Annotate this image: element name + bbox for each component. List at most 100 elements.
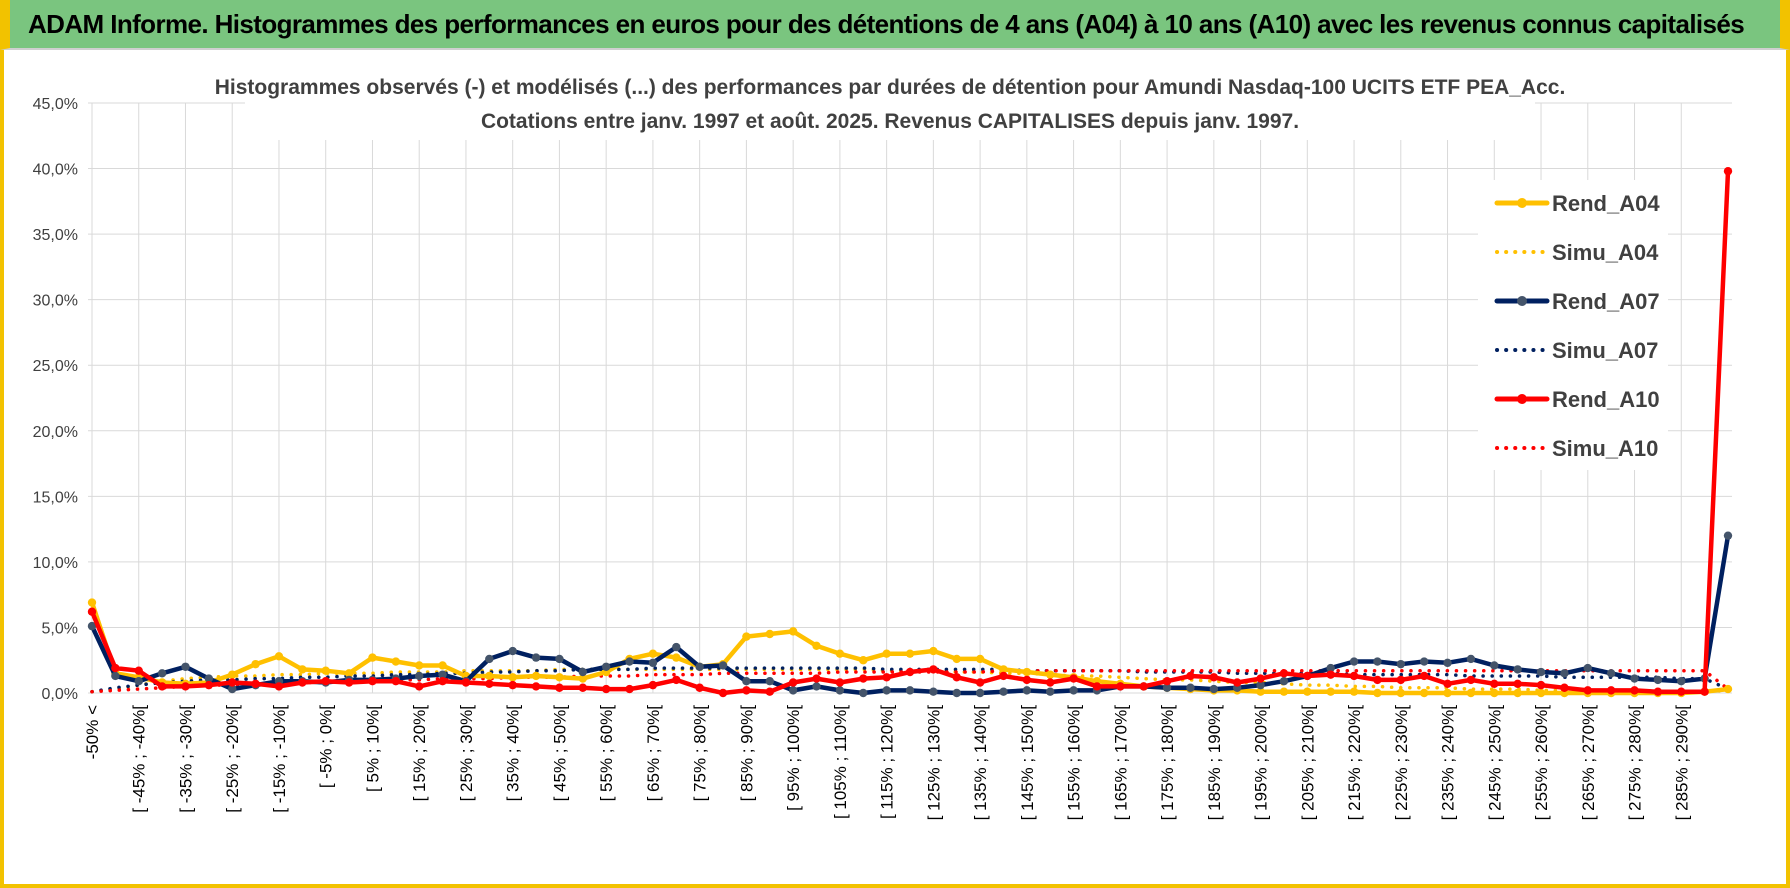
data-point [134, 666, 143, 675]
x-tick-label: [ 35% ; 40%[ [504, 705, 523, 802]
data-point [1209, 684, 1219, 694]
x-tick-label: [ -45% ; -40%[ [130, 705, 149, 813]
chart-title-block: Histogrammes observés (-) et modélisés (… [215, 68, 1565, 140]
x-tick-label: [ 125% ; 130%[ [924, 705, 943, 821]
data-point [1279, 669, 1289, 678]
data-point [672, 642, 681, 652]
y-tick-label: 0,0% [42, 686, 78, 703]
data-point [695, 683, 704, 692]
x-tick-label: [ -35% ; -30%[ [176, 705, 195, 813]
chart-series [87, 166, 1733, 698]
data-point [1279, 687, 1289, 696]
data-point [531, 653, 541, 662]
x-tick-label: [ 265% ; 270%[ [1579, 705, 1598, 821]
data-point [1606, 669, 1616, 678]
x-tick-label: [ 5% ; 10%[ [363, 705, 382, 792]
data-point [438, 670, 447, 679]
data-point [695, 662, 704, 671]
data-point [1349, 657, 1359, 666]
data-point [672, 675, 681, 685]
data-point [765, 629, 774, 639]
x-tick-label: [ 195% ; 200%[ [1252, 705, 1271, 821]
data-point [882, 649, 891, 658]
data-point [1443, 658, 1452, 668]
data-point [87, 621, 97, 631]
x-tick-label: [ 95% ; 100%[ [784, 705, 803, 811]
x-tick-label: [ 225% ; 230%[ [1392, 705, 1411, 821]
data-point [859, 688, 868, 698]
x-axis-tick-labels: -50% < [ -45% ; -40%[[ -35% ; -30%[[ -25%… [83, 705, 1691, 821]
legend-item: Rend_A07 [1494, 289, 1660, 314]
data-point [1396, 659, 1406, 669]
data-point [485, 654, 494, 664]
data-point [718, 661, 728, 670]
x-tick-label: [ 105% ; 110%[ [831, 705, 850, 819]
data-point [485, 679, 494, 689]
data-point [1466, 675, 1476, 685]
data-point [1326, 663, 1335, 673]
data-point [859, 674, 868, 683]
data-point [648, 649, 658, 658]
data-point [555, 654, 564, 664]
data-point [648, 658, 658, 668]
data-point [1373, 657, 1382, 666]
x-tick-label: [ 115% ; 120%[ [878, 705, 897, 819]
data-point [905, 649, 915, 658]
data-point [905, 686, 915, 695]
data-point [742, 632, 751, 641]
legend-label: Rend_A07 [1552, 289, 1660, 314]
x-tick-label: [ 85% ; 90%[ [737, 705, 756, 802]
y-tick-label: 30,0% [33, 293, 78, 310]
data-point [274, 682, 284, 691]
legend-marker [1517, 296, 1527, 306]
legend-item: Simu_A10 [1495, 436, 1658, 461]
data-point [87, 607, 97, 616]
x-tick-label: [ -5% ; 0%[ [317, 705, 336, 788]
data-point [601, 684, 611, 694]
data-point [228, 678, 237, 687]
data-point [1046, 678, 1055, 687]
data-point [1443, 679, 1452, 689]
legend-item: Simu_A04 [1495, 240, 1659, 265]
data-point [1186, 671, 1195, 681]
data-point [298, 678, 307, 687]
data-point [1536, 667, 1546, 677]
legend-marker [1517, 198, 1527, 208]
data-point [204, 680, 214, 690]
x-tick-label: [ 15% ; 20%[ [410, 705, 429, 802]
data-point [321, 677, 330, 686]
data-point [788, 627, 798, 636]
data-point [929, 646, 938, 656]
y-tick-label: 40,0% [33, 162, 78, 179]
x-tick-label: [ 175% ; 180%[ [1158, 705, 1177, 821]
data-point [531, 682, 541, 691]
data-point [368, 653, 377, 662]
data-point [952, 654, 961, 664]
data-point [718, 688, 728, 698]
data-point [1700, 687, 1709, 696]
x-tick-label: [ 215% ; 220%[ [1345, 705, 1364, 821]
data-point [1536, 680, 1546, 690]
data-point [765, 687, 774, 696]
data-point [1022, 686, 1032, 695]
data-point [999, 665, 1008, 674]
data-point [1186, 683, 1195, 692]
x-tick-label: [ 275% ; 280%[ [1626, 705, 1645, 821]
data-point [578, 667, 587, 677]
x-tick-label: [ 45% ; 50%[ [550, 705, 569, 802]
data-point [975, 688, 985, 698]
data-point [461, 678, 471, 687]
y-tick-label: 35,0% [33, 227, 78, 244]
data-point [1723, 166, 1733, 176]
x-tick-label: [ 135% ; 140%[ [971, 705, 990, 821]
data-point [742, 686, 751, 695]
data-point [625, 657, 634, 666]
data-point [438, 677, 447, 686]
data-point [1513, 665, 1522, 674]
data-point [204, 674, 214, 683]
data-point [111, 671, 120, 681]
data-point [1443, 688, 1452, 698]
legend-background [1478, 180, 1668, 470]
x-tick-label: [ 25% ; 30%[ [457, 705, 476, 802]
data-point [1256, 674, 1265, 683]
